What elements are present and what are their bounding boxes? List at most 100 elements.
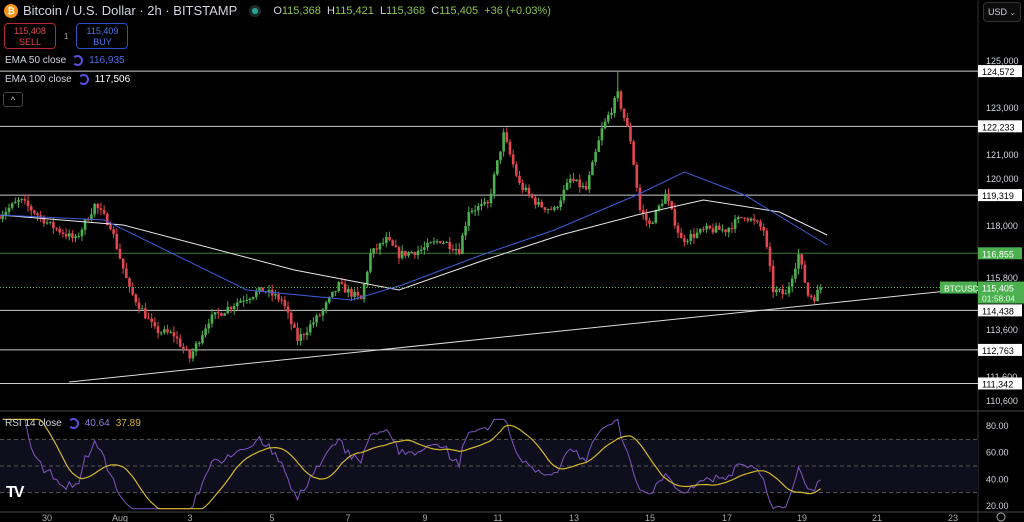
candle-body [549,209,553,211]
candle-body [572,178,575,182]
candle-body [74,236,77,238]
rsi-legend[interactable]: RSI 14 close 40.64 37.89 [5,418,141,429]
level-price-text: 124,572 [982,67,1015,77]
collapse-legend-button[interactable]: ^ [3,92,23,107]
candle-body [210,314,214,324]
trade-panel: 115,408 SELL 1 115,409 BUY [4,23,129,49]
candle-body [451,249,455,251]
candle-body [467,212,471,226]
candle-body [686,240,689,242]
candle-body [232,306,236,309]
candle-body [806,282,810,296]
candle-body [220,313,223,316]
candle-body [698,229,702,233]
candle-body [400,250,404,259]
candle-body [67,233,71,237]
time-tick: 3 [187,513,192,522]
candle-body [483,201,486,205]
candle-body [641,209,645,214]
candle-body [26,200,30,207]
candle-body [511,154,515,165]
candle-body [695,232,699,238]
candle-body [740,217,743,219]
candle-body [486,201,490,204]
candle-body [489,193,493,204]
candle-body [499,151,502,161]
tradingview-logo[interactable]: TV [6,484,25,501]
candle-body [83,219,87,230]
candle-body [683,238,686,242]
candle-body [236,302,239,307]
candle-body [134,294,138,303]
order-quantity[interactable]: 1 [64,31,69,41]
candle-body [312,322,315,325]
candle-body [419,249,423,251]
candle-body [362,283,366,300]
candle-body [794,268,797,279]
candle-body [29,206,33,211]
buy-button[interactable]: 115,409 BUY [76,23,129,49]
candle-body [388,236,391,241]
candle-body [255,291,258,297]
candle-body [156,326,160,334]
time-tick: 23 [948,513,958,522]
candle-body [197,342,201,344]
candle-body [775,289,778,293]
candle-body [813,297,816,302]
candle-body [274,294,277,296]
candle-body [660,203,664,206]
candle-countdown: 01:58:04 [982,294,1015,304]
candle-body [746,218,750,221]
last-price-label [978,281,1024,304]
candle-body [432,241,436,243]
candle-body [378,243,382,250]
level-price-text: 111,342 [982,379,1013,389]
candle-body [470,210,474,213]
time-tick: 15 [645,513,655,522]
candle-body [730,227,734,229]
candle-body [530,194,534,198]
candle-body [543,207,547,210]
rsi-tick: 80.00 [986,421,1009,431]
ema50-legend[interactable]: EMA 50 close 116,935 [5,55,125,66]
candle-body [147,318,150,320]
candle-body [553,207,556,210]
candle-body [515,164,518,176]
candle-body [527,187,531,195]
candle-body [473,210,477,212]
candle-body [188,349,192,359]
candle-body [305,332,309,336]
time-tick: 30 [42,513,52,522]
symbol-title[interactable]: Bitcoin / U.S. Dollar · 2h · BITSTAMP [23,3,238,18]
candle-body [727,227,731,233]
settings-icon[interactable] [996,512,1006,522]
trendline[interactable] [69,287,977,383]
ema100-legend[interactable]: EMA 100 close 117,506 [5,74,131,85]
candle-body [86,219,90,221]
candle-body [296,327,299,341]
candle-body [568,178,572,183]
candle-body [172,332,176,337]
candle-body [248,298,252,300]
candle-body [575,179,578,182]
candle-body [559,200,563,208]
price-tick: 120,000 [986,174,1019,184]
level-price-label [978,247,1022,260]
candle-body [169,332,173,334]
currency-select[interactable]: USD ⌄ [983,2,1021,22]
candle-body [48,221,52,223]
candle-body [632,141,635,165]
candle-body [651,222,654,224]
time-tick: 21 [872,513,882,522]
candle-body [77,236,81,238]
price-tick: 115,800 [986,273,1018,283]
sell-button[interactable]: 115,408 SELL [4,23,56,49]
candle-body [464,225,467,236]
candle-body [223,313,226,316]
candle-body [587,175,591,190]
candle-body [803,264,807,283]
candle-body [121,258,125,269]
rsi-line [2,418,821,510]
candle-body [33,210,36,214]
